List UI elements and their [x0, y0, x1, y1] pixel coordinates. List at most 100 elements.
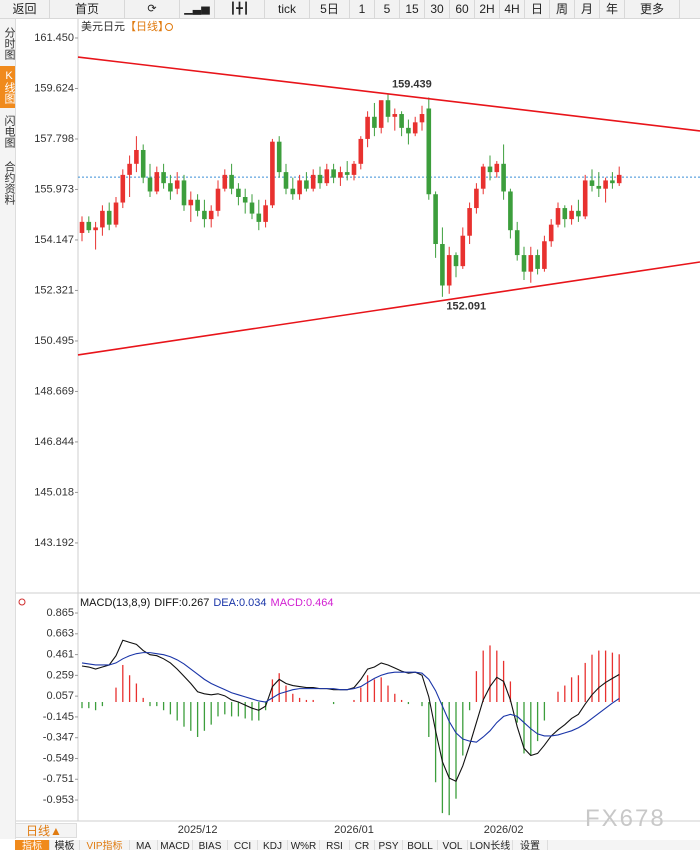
indicator-tab[interactable]: VOL [438, 840, 468, 850]
x-tick-label: 2026/01 [334, 824, 374, 836]
toolbar-icon[interactable]: ▁▃▅ [180, 0, 215, 18]
candle-body [535, 255, 540, 269]
indicator-tab[interactable]: CCI [228, 840, 258, 850]
y-tick-label: 148.669 [34, 385, 74, 397]
toolbar-button[interactable]: 15 [400, 0, 425, 18]
toolbar-button[interactable]: 月 [575, 0, 600, 18]
candle-body [222, 174, 228, 189]
candle-body [508, 191, 513, 231]
toolbar-button[interactable]: 首页 [50, 0, 125, 18]
y-tick-label: 161.450 [34, 32, 74, 44]
indicator-name: MACD(13,8,9) [80, 597, 150, 609]
candle-body [304, 180, 309, 189]
sidebar-tab[interactable]: 合约资料 [3, 161, 15, 205]
indicator-tab[interactable]: W%R [288, 840, 320, 850]
candle-body [562, 208, 568, 220]
candle-body [188, 199, 194, 206]
candle-body [147, 177, 153, 192]
period-button[interactable]: 日线▲ [15, 823, 77, 838]
candle-body [555, 208, 561, 225]
indicator-tabs: 指标 模板 VIP指标 MA MACD BIAS CCI KDJ W%R RSI CR PSY BOLL… [15, 840, 700, 850]
legend-entry: MACD:0.464 [271, 597, 334, 609]
candle-body [174, 180, 180, 189]
period-text: 【日线】 [125, 19, 169, 33]
y-tick-label: -0.145 [43, 711, 74, 723]
candle-body [501, 163, 506, 192]
indicator-tab[interactable]: VIP指标 [80, 840, 130, 850]
indicator-tab[interactable]: BIAS [193, 840, 228, 850]
candle-body [195, 199, 200, 211]
y-tick-label: -0.953 [43, 794, 74, 806]
candle-body [79, 221, 85, 233]
y-tick-label: 146.844 [34, 436, 74, 448]
indicator-tab[interactable]: MA [130, 840, 158, 850]
toolbar-icon[interactable]: ┃╋┃ [215, 0, 265, 18]
toolbar-button[interactable]: 4H [500, 0, 525, 18]
indicator-tab[interactable]: PSY [375, 840, 403, 850]
candle-body [542, 241, 547, 269]
toolbar-button[interactable]: 60 [450, 0, 475, 18]
indicator-tab[interactable]: 设置 [513, 840, 548, 850]
candle-body [161, 172, 166, 184]
y-tick-label: 154.147 [34, 234, 74, 246]
indicator-tab[interactable]: 指标 [15, 840, 50, 850]
toolbar: 返回 首页 ⟳ ▁▃▅ ┃╋┃ tick 5日 1 5 15 30 60 2H 4H 日周月年更多 [0, 0, 700, 19]
candle-body [453, 255, 459, 267]
toolbar-button[interactable]: 日 [525, 0, 550, 18]
candle-body [263, 205, 268, 222]
toolbar-button[interactable]: 5日 [310, 0, 350, 18]
candle-body [344, 172, 350, 175]
toolbar-button[interactable]: 周 [550, 0, 575, 18]
toolbar-button[interactable]: 1 [350, 0, 375, 18]
candle-body [406, 127, 411, 134]
indicator-tab[interactable]: MACD [158, 840, 193, 850]
trend-line [77, 56, 700, 132]
candle-body [433, 194, 438, 245]
toolbar-button[interactable]: 更多 [625, 0, 680, 18]
candle-body [351, 163, 357, 175]
candle-body [392, 114, 398, 117]
toolbar-icon[interactable]: ⟳ [125, 0, 180, 18]
candle-body [100, 210, 105, 228]
indicator-tab[interactable]: BOLL [403, 840, 438, 850]
candle-body [283, 172, 289, 189]
y-tick-label: 155.973 [34, 183, 74, 195]
indicator-tab[interactable]: LON长线 [468, 840, 513, 850]
candle-body [249, 202, 255, 214]
toolbar-button[interactable]: 返回 [0, 0, 50, 18]
candle-body [514, 230, 520, 256]
indicator-tab[interactable]: 模板 [50, 840, 80, 850]
sidebar-tab[interactable]: 闪电图 [3, 114, 15, 148]
candle-body [276, 141, 282, 173]
candle-body [419, 114, 425, 123]
candle-body [603, 180, 608, 189]
candle-body [331, 169, 336, 178]
sidebar-tab[interactable]: K线图 [0, 66, 15, 108]
y-tick-label: 0.461 [46, 648, 74, 660]
toolbar-button[interactable]: tick [265, 0, 310, 18]
toolbar-button[interactable]: 2H [475, 0, 500, 18]
indicator-tab[interactable]: KDJ [258, 840, 288, 850]
candle-body [494, 163, 500, 173]
indicator-tab[interactable]: RSI [320, 840, 350, 850]
candle-body [528, 255, 534, 272]
candle-body [616, 174, 622, 184]
indicator-tab[interactable]: CR [350, 840, 375, 850]
candle-body [610, 180, 615, 184]
toolbar-button[interactable]: 年 [600, 0, 625, 18]
y-tick-label: -0.347 [43, 732, 74, 744]
toolbar-button[interactable]: 5 [375, 0, 400, 18]
indicator-line [81, 639, 620, 782]
toolbar-button[interactable]: 30 [425, 0, 450, 18]
settings-icon [165, 23, 173, 31]
price-annotation: 152.091 [446, 301, 486, 313]
candle-body [324, 169, 330, 184]
candle-body [317, 174, 323, 184]
candle-body [569, 210, 574, 220]
candle-body [596, 185, 602, 189]
candle-body [168, 183, 173, 192]
sidebar-tab[interactable]: 分时图 [3, 26, 15, 60]
y-tick-label: -0.549 [43, 752, 74, 764]
y-tick-label: 0.259 [46, 669, 74, 681]
